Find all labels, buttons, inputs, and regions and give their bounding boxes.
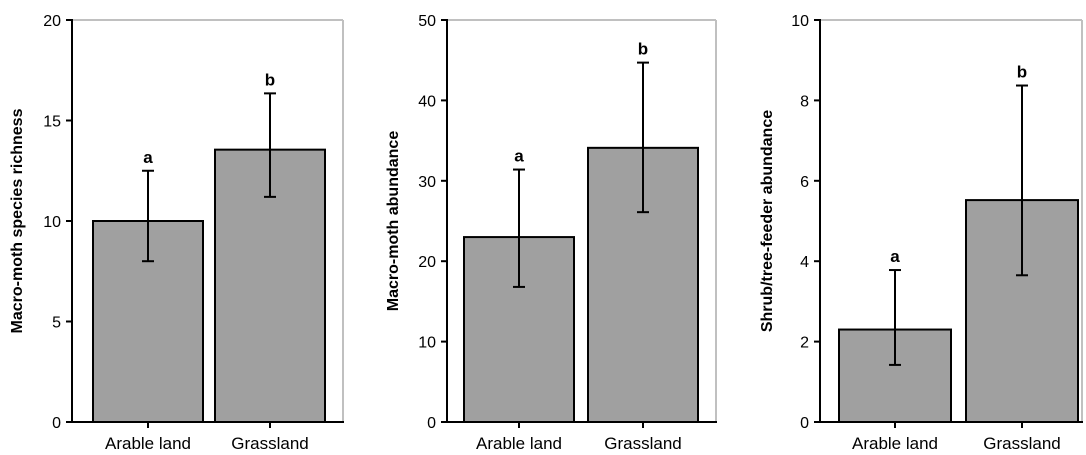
significance-letter-1: a	[890, 247, 900, 266]
x-tick-label: Arable land	[476, 434, 562, 453]
y-tick-label: 0	[52, 415, 61, 432]
y-axis-label: Shrub/tree-feeder abundance	[759, 110, 776, 332]
chart-panel-1: a b 0 5 10 15 20 Arable land Grassland Macro-moth…	[9, 13, 344, 453]
significance-letter-2: b	[638, 40, 648, 59]
y-tick-label: 8	[800, 93, 809, 110]
y-tick-label: 4	[800, 254, 809, 271]
y-axis-label: Macro-moth species richness	[9, 108, 26, 333]
x-tick-label: Arable land	[105, 434, 191, 453]
y-axis-label: Macro-moth abundance	[385, 131, 402, 312]
significance-letter-2: b	[1017, 63, 1027, 82]
significance-letter-1: a	[143, 148, 153, 167]
y-tick-label: 30	[418, 174, 436, 191]
y-tick-label: 50	[418, 13, 436, 30]
x-tick-label: Grassland	[983, 434, 1060, 453]
y-tick-label: 2	[800, 335, 809, 352]
y-tick-label: 6	[800, 174, 809, 191]
y-tick-label: 20	[43, 13, 61, 30]
x-tick-label: Arable land	[852, 434, 938, 453]
y-tick-label: 10	[43, 214, 61, 231]
chart-panel-3: a b 0 2 4 6 8 10 Arable land Grassland Shrub/tree-…	[759, 13, 1083, 453]
significance-letter-1: a	[514, 147, 524, 166]
y-tick-label: 0	[800, 415, 809, 432]
y-tick-label: 15	[43, 114, 61, 131]
y-tick-label: 0	[427, 415, 436, 432]
y-tick-label: 10	[791, 13, 809, 30]
significance-letter-2: b	[265, 70, 275, 89]
x-tick-label: Grassland	[604, 434, 681, 453]
y-tick-label: 20	[418, 254, 436, 271]
x-tick-label: Grassland	[231, 434, 308, 453]
y-tick-label: 5	[52, 315, 61, 332]
y-tick-label: 40	[418, 93, 436, 110]
chart-panel-2: a b 0 10 20 30 40 50 Arable land Grassland Macro-m…	[385, 13, 717, 453]
y-tick-label: 10	[418, 335, 436, 352]
